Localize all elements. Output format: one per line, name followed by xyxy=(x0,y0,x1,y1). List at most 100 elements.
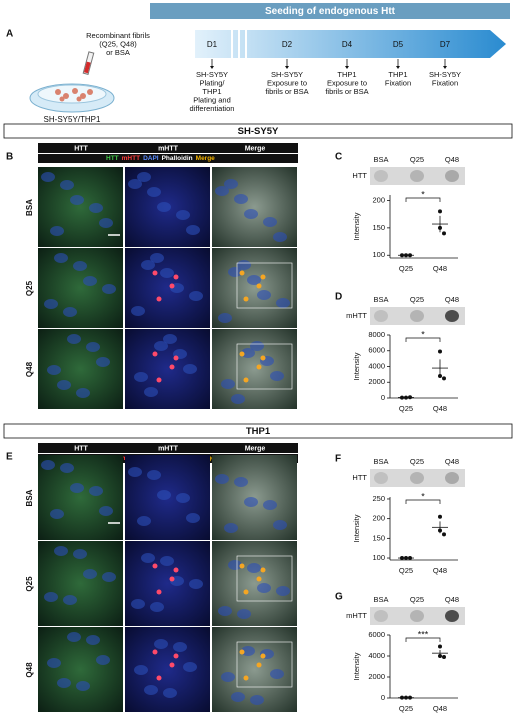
timeline-step: Fixation xyxy=(432,78,458,87)
nucleus xyxy=(47,658,61,668)
lane-label: Q48 xyxy=(445,295,459,304)
timeline-step: SH-SY5Y xyxy=(271,70,303,79)
timeline-tick-head xyxy=(443,66,447,69)
nucleus xyxy=(134,372,148,382)
blot-dot xyxy=(445,472,459,484)
nucleus xyxy=(241,348,255,358)
x-tick-label: Q48 xyxy=(433,566,447,575)
y-tick-label: 0 xyxy=(381,393,385,402)
nucleus xyxy=(44,299,58,309)
syringe-label: (Q25, Q48) xyxy=(99,39,137,48)
blot-dot xyxy=(410,170,424,182)
nucleus xyxy=(270,371,284,381)
nucleus xyxy=(263,500,277,510)
aggregate xyxy=(260,274,266,280)
aggregate xyxy=(152,563,158,569)
nucleus xyxy=(137,516,151,526)
aggregate xyxy=(156,589,162,595)
timeline-tick-head xyxy=(210,66,214,69)
nucleus xyxy=(83,276,97,286)
nucleus xyxy=(50,226,64,236)
aggregate xyxy=(173,274,179,280)
lane-label: Q48 xyxy=(445,457,459,466)
significance: * xyxy=(421,491,425,501)
blot-dot xyxy=(410,610,424,622)
nucleus xyxy=(257,290,271,300)
y-tick-label: 150 xyxy=(372,223,385,232)
aggregate xyxy=(239,563,245,569)
blot-dot xyxy=(374,310,388,322)
aggregate xyxy=(156,675,162,681)
timeline-step: fibrils or BSA xyxy=(325,87,368,96)
aggregate xyxy=(152,351,158,357)
aggregate xyxy=(256,364,262,370)
nucleus xyxy=(57,380,71,390)
timeline-step: Plating and xyxy=(193,95,231,104)
nucleus xyxy=(67,632,81,642)
row-label: Q48 xyxy=(25,361,34,377)
nucleus xyxy=(234,194,248,204)
y-axis-label: Intensity xyxy=(352,352,361,380)
y-tick-label: 0 xyxy=(381,693,385,702)
header-title: Seeding of endogenous Htt xyxy=(265,6,396,17)
dish-inner xyxy=(37,84,107,104)
blot-dot xyxy=(374,472,388,484)
nucleus xyxy=(141,553,155,563)
header-bar xyxy=(150,3,510,19)
y-axis-label: Intensity xyxy=(352,652,361,680)
aggregate xyxy=(256,576,262,582)
column-header: Merge xyxy=(245,445,266,452)
aggregate xyxy=(243,377,249,383)
nucleus xyxy=(189,291,203,301)
nucleus xyxy=(231,692,245,702)
nucleus xyxy=(270,669,284,679)
x-tick-label: Q48 xyxy=(433,704,447,713)
x-tick-label: Q25 xyxy=(399,566,413,575)
blot-dot xyxy=(374,170,388,182)
aggregate xyxy=(260,567,266,573)
timeline-step: THP1 xyxy=(202,87,221,96)
nucleus xyxy=(63,595,77,605)
micrograph xyxy=(38,455,123,540)
cells xyxy=(55,88,93,102)
blot-dot xyxy=(410,472,424,484)
nucleus xyxy=(189,579,203,589)
y-axis-label: Intensity xyxy=(352,514,361,542)
timeline-step: SH-SY5Y xyxy=(429,70,461,79)
nucleus xyxy=(96,357,110,367)
y-tick-label: 6000 xyxy=(368,346,385,355)
significance: *** xyxy=(418,629,429,639)
nucleus xyxy=(144,685,158,695)
panel-label: F xyxy=(335,454,341,465)
y-tick-label: 200 xyxy=(372,195,385,204)
nucleus xyxy=(244,497,258,507)
nucleus xyxy=(273,232,287,242)
nucleus xyxy=(218,606,232,616)
nucleus xyxy=(173,642,187,652)
aggregate xyxy=(239,351,245,357)
y-tick-label: 100 xyxy=(372,553,385,562)
timeline-step: THP1 xyxy=(337,70,356,79)
nucleus xyxy=(250,341,264,351)
micrograph xyxy=(38,627,123,712)
nucleus xyxy=(54,546,68,556)
panel-label: A xyxy=(6,29,13,40)
aggregate xyxy=(239,270,245,276)
aggregate xyxy=(156,296,162,302)
y-tick-label: 100 xyxy=(372,250,385,259)
timeline-step: THP1 xyxy=(388,70,407,79)
x-tick-label: Q48 xyxy=(433,264,447,273)
nucleus xyxy=(176,493,190,503)
aggregate xyxy=(243,296,249,302)
aggregate xyxy=(173,567,179,573)
nucleus xyxy=(47,365,61,375)
nucleus xyxy=(160,268,174,278)
timeline-step: Fixation xyxy=(385,78,411,87)
nucleus xyxy=(157,490,171,500)
nucleus xyxy=(44,592,58,602)
aggregate xyxy=(156,377,162,383)
significance-bracket xyxy=(405,637,441,642)
nucleus xyxy=(183,364,197,374)
column-header: HTT xyxy=(74,145,88,152)
